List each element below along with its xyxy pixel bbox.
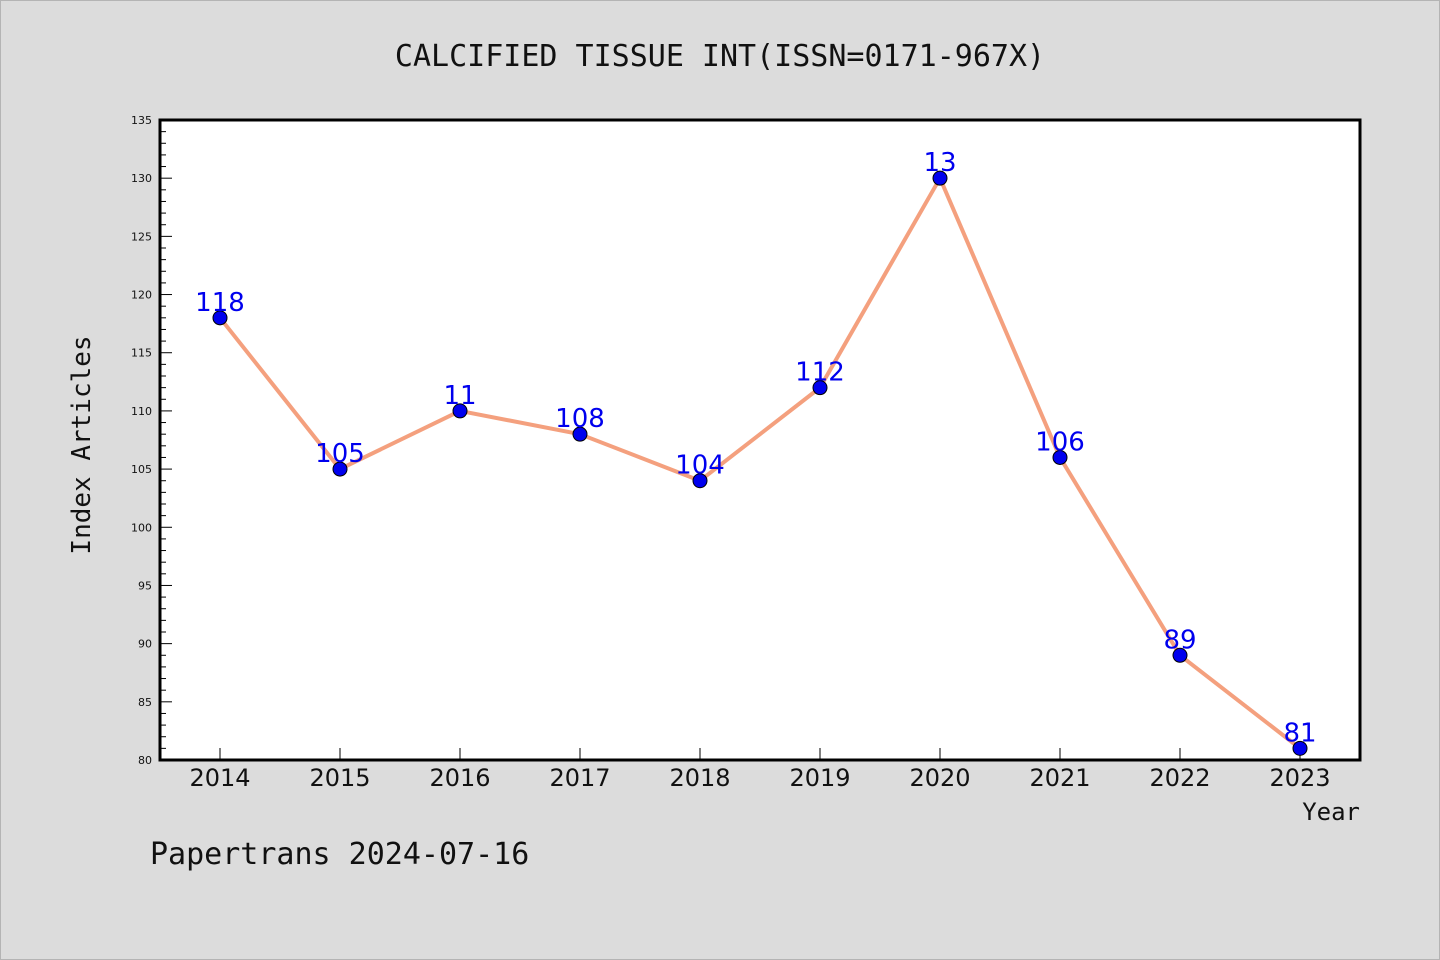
x-tick-label: 2021 <box>1029 764 1090 792</box>
x-tick-label: 2014 <box>189 764 250 792</box>
y-tick-label: 95 <box>138 579 152 592</box>
data-point <box>1052 449 1068 465</box>
y-tick-label: 80 <box>138 754 152 767</box>
y-tick-label: 90 <box>138 638 152 651</box>
footer-watermark: Papertrans 2024-07-16 <box>150 837 529 872</box>
data-point <box>1172 647 1188 663</box>
data-markers <box>212 170 1308 756</box>
data-label: 104 <box>675 451 725 481</box>
data-label: 112 <box>795 358 845 388</box>
y-tick-label: 85 <box>138 696 152 709</box>
data-point <box>332 461 348 477</box>
data-label: 106 <box>1035 427 1085 457</box>
x-tick-label: 2017 <box>549 764 610 792</box>
x-tick-label: 2022 <box>1149 764 1210 792</box>
data-point <box>572 426 588 442</box>
series-line-group <box>218 176 1302 750</box>
x-tick-label: 2019 <box>789 764 850 792</box>
y-axis-label: Index Articles <box>67 335 97 554</box>
x-tick-label: 2015 <box>309 764 370 792</box>
data-label: 108 <box>555 404 605 434</box>
data-label: 89 <box>1163 625 1196 655</box>
y-tick-label: 105 <box>131 463 152 476</box>
data-point <box>1292 740 1308 756</box>
y-tick-label: 110 <box>131 405 152 418</box>
y-tick-label: 135 <box>131 114 152 127</box>
data-labels: 118 105 11 108 104 112 13 106 89 81 <box>195 148 1316 748</box>
y-tick-label: 120 <box>131 289 152 302</box>
y-tick-label: 100 <box>131 521 152 534</box>
y-tick-label: 115 <box>131 347 152 360</box>
x-axis: 2014 2015 2016 2017 2018 2019 2020 2021 2022 2023 <box>189 748 1331 792</box>
data-label: 13 <box>923 148 956 178</box>
data-label: 81 <box>1283 718 1316 748</box>
data-point <box>932 170 948 186</box>
data-point <box>692 473 708 489</box>
y-tick-label: 125 <box>131 230 152 243</box>
data-point <box>212 310 228 326</box>
y-axis: 80 85 90 95 100 105 110 115 120 125 130 135 <box>131 114 172 767</box>
data-label: 105 <box>315 439 365 469</box>
data-label: 11 <box>443 381 476 411</box>
x-axis-label: Year <box>1302 798 1360 826</box>
x-tick-label: 2020 <box>909 764 970 792</box>
y-tick-label: 130 <box>131 172 152 185</box>
series-line <box>218 176 1302 750</box>
x-tick-label: 2018 <box>669 764 730 792</box>
data-point <box>452 403 468 419</box>
plot-border <box>158 118 1362 762</box>
data-point <box>812 380 828 396</box>
chart-title: CALCIFIED TISSUE INT(ISSN=0171-967X) <box>395 39 1045 74</box>
x-tick-label: 2023 <box>1269 764 1330 792</box>
x-tick-label: 2016 <box>429 764 490 792</box>
data-label: 118 <box>195 288 245 318</box>
plot-area <box>160 120 1360 760</box>
